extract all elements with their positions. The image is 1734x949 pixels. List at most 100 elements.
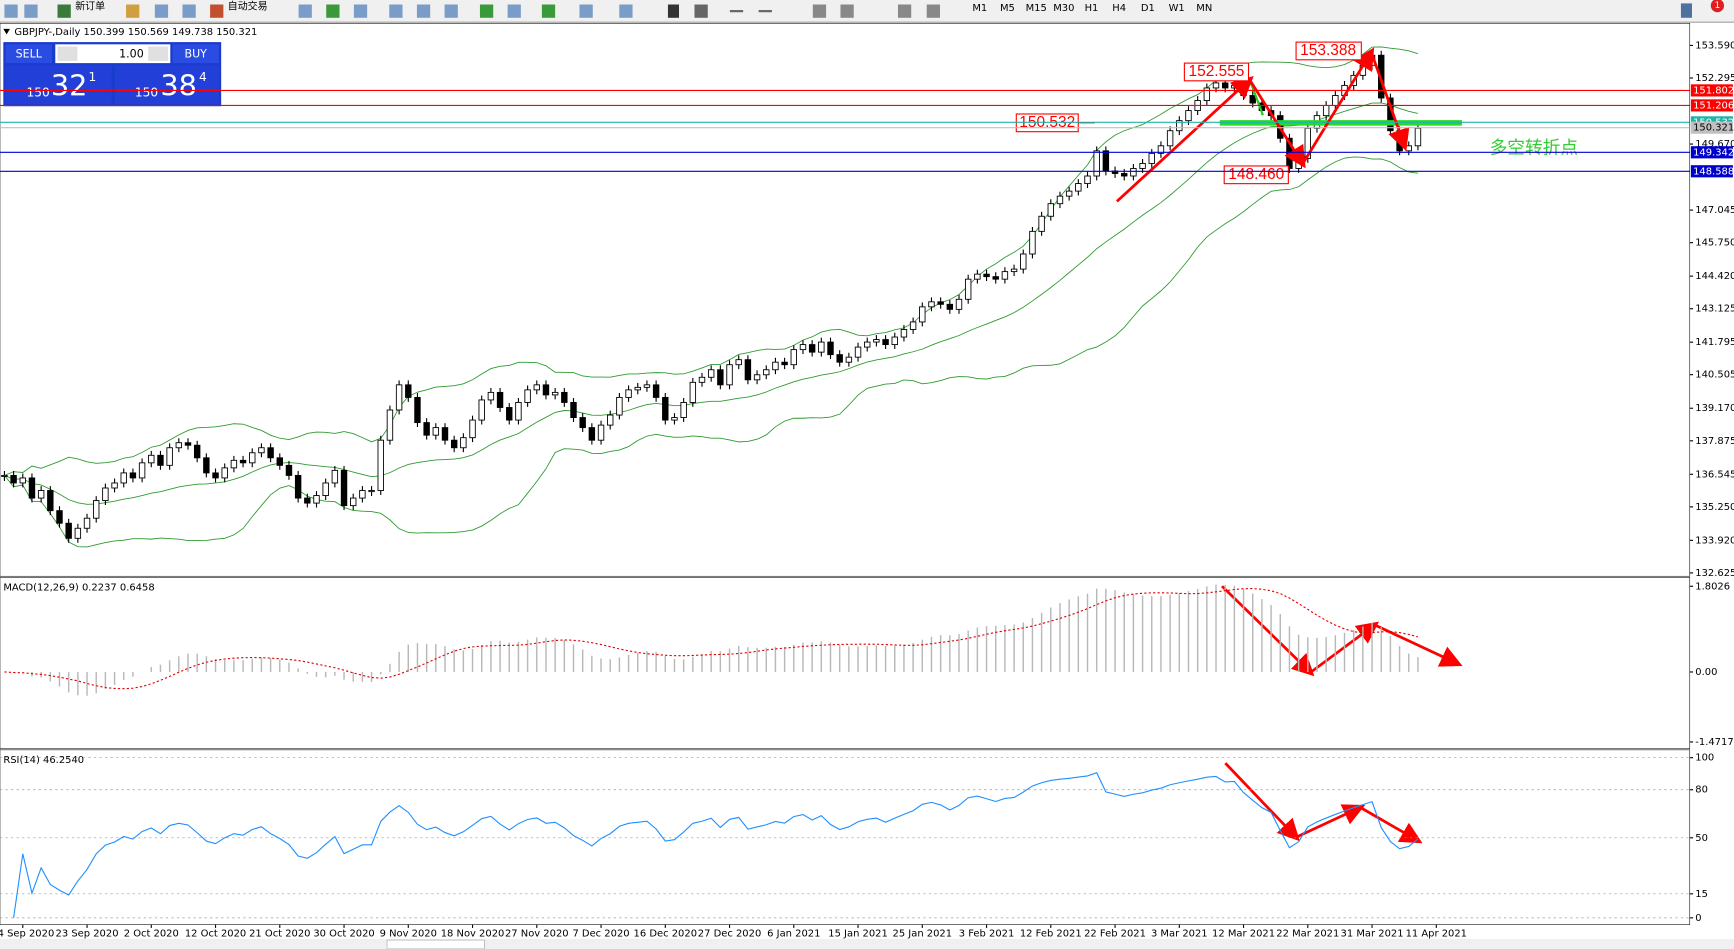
timeframe-button[interactable]: W1: [1169, 3, 1185, 14]
icon[interactable]: [840, 4, 854, 18]
icon[interactable]: [24, 4, 38, 18]
lot-input[interactable]: [55, 44, 171, 64]
timeframe-button[interactable]: H1: [1085, 3, 1099, 14]
icon[interactable]: [298, 4, 312, 18]
candle-body: [515, 402, 522, 421]
auto-trading-button[interactable]: 自动交易: [228, 0, 268, 13]
icon[interactable]: [541, 4, 556, 18]
candle-body: [322, 482, 329, 496]
candle-body: [1047, 203, 1055, 217]
timeframe-button[interactable]: H4: [1112, 3, 1126, 14]
buy-label[interactable]: BUY: [185, 47, 208, 60]
icon[interactable]: [507, 4, 521, 18]
candle-body: [698, 376, 706, 383]
candle-body: [588, 427, 596, 441]
icon[interactable]: [182, 4, 196, 18]
candle-body: [212, 472, 219, 479]
y-tick-label: 0.00: [1695, 667, 1717, 678]
icon[interactable]: [126, 4, 140, 18]
candle-body: [120, 472, 127, 484]
macd-pane: [0, 577, 1691, 750]
annotation-note: 多空转折点: [1490, 137, 1578, 158]
candle-body: [1176, 120, 1183, 132]
timeframe-button[interactable]: M5: [1000, 3, 1015, 14]
y-tick-label: 143.125: [1695, 304, 1734, 315]
icon[interactable]: [897, 4, 912, 18]
candle-body: [992, 276, 999, 280]
icon[interactable]: [389, 4, 403, 18]
ask-box[interactable]: [115, 65, 219, 105]
candle-body: [671, 417, 678, 421]
icon[interactable]: [729, 10, 744, 13]
candle-body: [267, 447, 274, 459]
candle-body: [1332, 95, 1339, 106]
icon[interactable]: [667, 4, 680, 18]
timeframe-button[interactable]: M30: [1053, 3, 1074, 14]
y-tick-label: 50: [1695, 833, 1708, 844]
collapse-icon[interactable]: [3, 28, 10, 35]
toolbar-icons: [4, 3, 1692, 18]
lot-value[interactable]: 1.00: [119, 47, 144, 60]
notification-badge[interactable]: [1710, 0, 1725, 13]
lot-up[interactable]: [148, 46, 169, 61]
icon[interactable]: [210, 4, 224, 18]
timeframe-button[interactable]: D1: [1141, 3, 1155, 14]
x-tick-label: 22 Mar 2021: [1276, 928, 1339, 939]
bid-big: 150: [27, 85, 50, 99]
icon[interactable]: [4, 4, 18, 18]
icon[interactable]: [444, 4, 458, 18]
candle-body: [662, 396, 669, 421]
icon[interactable]: [479, 4, 494, 18]
icon[interactable]: [1680, 3, 1692, 18]
candle-body: [460, 437, 467, 449]
x-tick-label: 9 Nov 2020: [380, 928, 437, 939]
candle-body: [1010, 268, 1018, 273]
candle-body: [1093, 150, 1100, 177]
lot-down[interactable]: [57, 46, 78, 61]
candle-body: [707, 369, 715, 378]
candle-body: [1157, 145, 1165, 154]
new-order-button[interactable]: 新订单: [75, 0, 105, 13]
icon[interactable]: [57, 4, 71, 18]
icon[interactable]: [154, 4, 169, 18]
level-label: 148.588: [1693, 166, 1734, 177]
icon[interactable]: [416, 4, 431, 18]
chart-tab[interactable]: [386, 939, 485, 949]
icon[interactable]: [758, 10, 772, 13]
candle-body: [423, 422, 430, 436]
timeframe-button[interactable]: MN: [1196, 3, 1212, 14]
icon[interactable]: [326, 4, 340, 18]
candle-body: [377, 439, 384, 491]
candle-body: [735, 359, 742, 366]
buy-button[interactable]: [172, 44, 219, 64]
candle-body: [625, 389, 632, 398]
sell-label[interactable]: SELL: [16, 47, 43, 60]
icon[interactable]: [694, 4, 708, 18]
icon[interactable]: [619, 4, 633, 18]
candle-body: [340, 469, 348, 507]
icon[interactable]: [926, 4, 940, 18]
rsi-pane: [0, 749, 1691, 925]
sell-button[interactable]: [5, 44, 52, 64]
candle-body: [597, 424, 605, 441]
timeframe-button[interactable]: M1: [972, 3, 987, 14]
x-tick-label: 22 Feb 2021: [1084, 928, 1146, 939]
arrow: [1248, 78, 1306, 169]
y-tick-label: 140.505: [1695, 370, 1734, 381]
icon[interactable]: [812, 4, 827, 18]
candle-body: [753, 374, 761, 381]
icon[interactable]: [579, 4, 593, 18]
candle-body: [1056, 195, 1064, 205]
ask-point: 4: [199, 70, 207, 84]
arrow: [1369, 51, 1410, 152]
candle-body: [1221, 82, 1229, 89]
icon[interactable]: [353, 4, 368, 18]
candle-body: [1414, 127, 1422, 147]
candle-body: [249, 452, 256, 464]
bid-box[interactable]: [5, 65, 112, 105]
timeframe-button[interactable]: M15: [1026, 3, 1047, 14]
x-tick-label: 3 Feb 2021: [959, 928, 1015, 939]
candle-body: [432, 427, 440, 436]
